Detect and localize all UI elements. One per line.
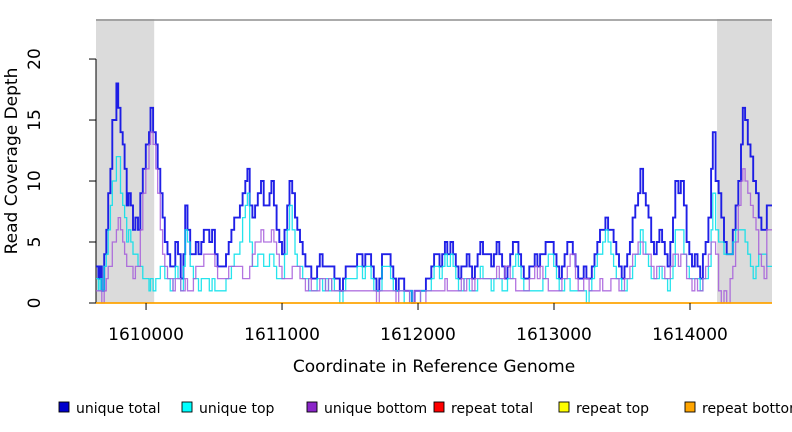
legend-label-unique-bottom: unique bottom xyxy=(324,401,427,417)
legend-swatch-repeat-bottom xyxy=(684,401,696,413)
legend: unique total unique top unique bottom repea… xyxy=(58,401,792,417)
y-axis: 0 5 10 15 20 xyxy=(25,48,96,308)
legend-swatch-unique-top xyxy=(181,401,193,413)
series-line-unique-top xyxy=(96,155,772,304)
y-tick-label: 5 xyxy=(25,237,45,248)
x-axis: 1610000 1611000 1612000 1613000 1614000 xyxy=(108,303,728,345)
y-axis-title: Read Coverage Depth xyxy=(2,68,22,255)
legend-label-unique-top: unique top xyxy=(199,401,275,417)
x-axis-title: Coordinate in Reference Genome xyxy=(293,357,575,377)
y-tick-label: 0 xyxy=(25,298,45,309)
series-lines xyxy=(96,82,772,304)
legend-label-repeat-bottom: repeat bottom xyxy=(702,401,792,417)
x-tick-label: 1614000 xyxy=(652,325,728,345)
x-tick-label: 1611000 xyxy=(244,325,320,345)
y-tick-label: 10 xyxy=(25,170,45,192)
y-tick-label: 20 xyxy=(25,48,45,70)
y-tick-label: 15 xyxy=(25,109,45,131)
legend-swatch-unique-total xyxy=(58,401,70,413)
legend-swatch-repeat-total xyxy=(433,401,445,413)
x-tick-label: 1613000 xyxy=(516,325,592,345)
legend-label-repeat-top: repeat top xyxy=(576,401,649,417)
legend-swatch-repeat-top xyxy=(558,401,570,413)
x-tick-label: 1610000 xyxy=(108,325,184,345)
legend-swatch-unique-bottom xyxy=(306,401,318,413)
legend-label-unique-total: unique total xyxy=(76,401,160,417)
highlight-band xyxy=(717,19,772,303)
series-line-unique-bottom xyxy=(96,131,772,304)
series-line-unique-total xyxy=(96,82,772,304)
x-tick-label: 1612000 xyxy=(380,325,456,345)
legend-label-repeat-total: repeat total xyxy=(451,401,533,417)
